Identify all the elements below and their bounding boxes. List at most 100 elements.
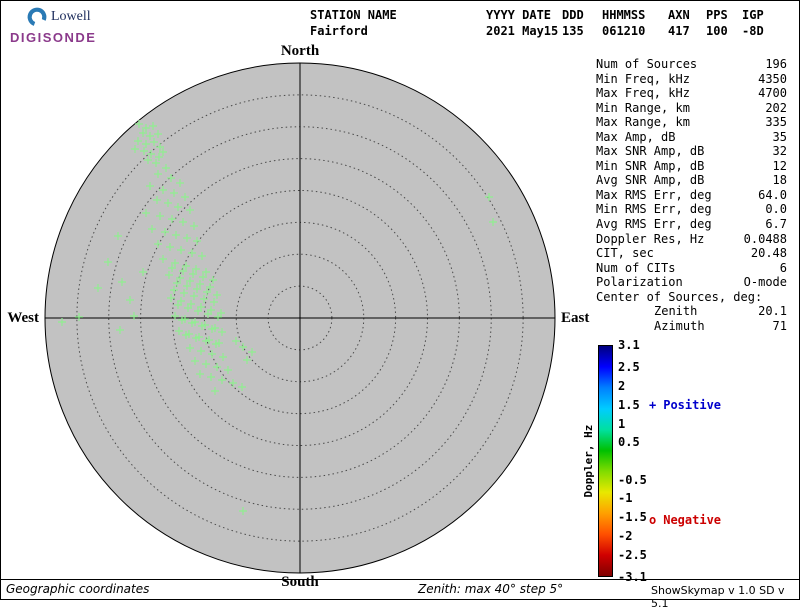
source-point — [217, 309, 225, 317]
source-point — [205, 336, 213, 344]
source-point — [186, 277, 194, 285]
coordinates-note: Geographic coordinates — [6, 582, 150, 596]
source-point — [232, 337, 240, 345]
stat-label: Max SNR Amp, dB — [596, 144, 705, 159]
source-point — [199, 273, 207, 281]
header-label: AXN — [668, 8, 690, 22]
stat-value: 12 — [772, 158, 787, 173]
source-point — [168, 215, 176, 223]
stat-value: 0.0 — [765, 202, 787, 217]
plus-marker-icon: + — [649, 398, 657, 412]
source-point — [196, 280, 204, 288]
stat-label: Max RMS Err, deg — [596, 187, 712, 202]
source-point — [114, 232, 122, 240]
source-point — [159, 148, 167, 156]
source-point — [213, 363, 221, 371]
stat-label: Zenith — [654, 304, 698, 319]
stat-label: Azimuth — [654, 318, 705, 333]
stat-value: 4700 — [758, 86, 787, 101]
source-point — [179, 267, 187, 275]
source-point — [183, 282, 191, 290]
stat-label: Avg RMS Err, deg — [596, 217, 712, 232]
header-value: Fairford — [310, 24, 368, 38]
stat-value: 6.7 — [765, 217, 787, 232]
source-point — [174, 203, 182, 211]
stat-label: Max Freq, kHz — [596, 86, 690, 101]
source-point — [140, 147, 148, 155]
source-point — [186, 344, 194, 352]
source-point — [218, 376, 226, 384]
source-point — [181, 315, 189, 323]
stat-label: Min Freq, kHz — [596, 71, 690, 86]
source-point — [177, 297, 185, 305]
source-point — [166, 243, 174, 251]
source-point — [202, 268, 210, 276]
source-point — [142, 124, 150, 132]
legend-positive: + Positive — [649, 398, 721, 412]
source-point — [211, 387, 219, 395]
stat-row: Min RMS Err, deg 0.0 — [596, 202, 787, 217]
stat-row: Max Amp, dB 35 — [596, 130, 787, 145]
source-point — [58, 318, 66, 326]
compass-east-label: East — [561, 310, 589, 326]
source-point — [147, 150, 155, 158]
header-label: PPS — [706, 8, 728, 22]
source-point — [198, 252, 206, 260]
stat-value: 18 — [772, 173, 787, 188]
source-point — [489, 218, 497, 226]
stat-value: 35 — [772, 129, 787, 144]
source-point — [485, 193, 493, 201]
footer-divider — [0, 579, 800, 580]
stat-section-header: Center of Sources, deg: — [596, 289, 763, 304]
header-value: 100 — [706, 24, 728, 38]
source-point — [197, 347, 205, 355]
legend-negative-label: Negative — [663, 513, 722, 527]
stat-row: Num of Sources 196 — [596, 57, 787, 72]
source-point — [171, 312, 179, 320]
source-point — [152, 159, 160, 167]
source-point — [164, 199, 172, 207]
source-point — [154, 170, 162, 178]
header-value: 061210 — [602, 24, 646, 38]
source-points — [58, 120, 497, 515]
source-point — [210, 298, 218, 306]
stat-row: Avg SNR Amp, dB 18 — [596, 173, 787, 188]
source-point — [104, 258, 112, 266]
source-point — [202, 360, 210, 368]
source-point — [203, 288, 211, 296]
stat-label: Min RMS Err, deg — [596, 202, 712, 217]
source-point — [190, 292, 198, 300]
stat-value: 32 — [772, 144, 787, 159]
source-point — [189, 270, 197, 278]
legend-positive-label: Positive — [663, 398, 722, 412]
stat-row: Max RMS Err, deg 64.0 — [596, 188, 787, 203]
source-point — [191, 357, 199, 365]
logo-crescent-icon — [27, 7, 47, 27]
source-point — [229, 379, 237, 387]
stat-row: Max Range, km 335 — [596, 115, 787, 130]
source-point — [118, 278, 126, 286]
stat-label: Avg SNR Amp, dB — [596, 173, 705, 188]
stat-label: Num of Sources — [596, 57, 698, 71]
stat-label: CIT, sec — [596, 246, 654, 261]
source-point — [146, 132, 154, 140]
stat-row: Num of CITs 6 — [596, 261, 787, 276]
stat-row: Max SNR Amp, dB 32 — [596, 144, 787, 159]
stat-label: Polarization — [596, 275, 683, 290]
header-value: 417 — [668, 24, 690, 38]
stat-row: Azimuth 71 — [596, 319, 787, 334]
source-point — [208, 350, 216, 358]
source-point — [186, 206, 194, 214]
source-point — [149, 122, 157, 130]
stat-value: 20.48 — [750, 246, 787, 261]
source-point — [155, 153, 163, 161]
header-label: HHMMSS — [602, 8, 646, 22]
source-point — [139, 129, 147, 137]
source-point — [193, 285, 201, 293]
source-point — [94, 284, 102, 292]
source-point — [195, 333, 203, 341]
stat-label: Min Range, km — [596, 100, 690, 115]
source-point — [159, 186, 167, 194]
source-point — [183, 234, 191, 242]
header-label: IGP — [742, 8, 764, 22]
